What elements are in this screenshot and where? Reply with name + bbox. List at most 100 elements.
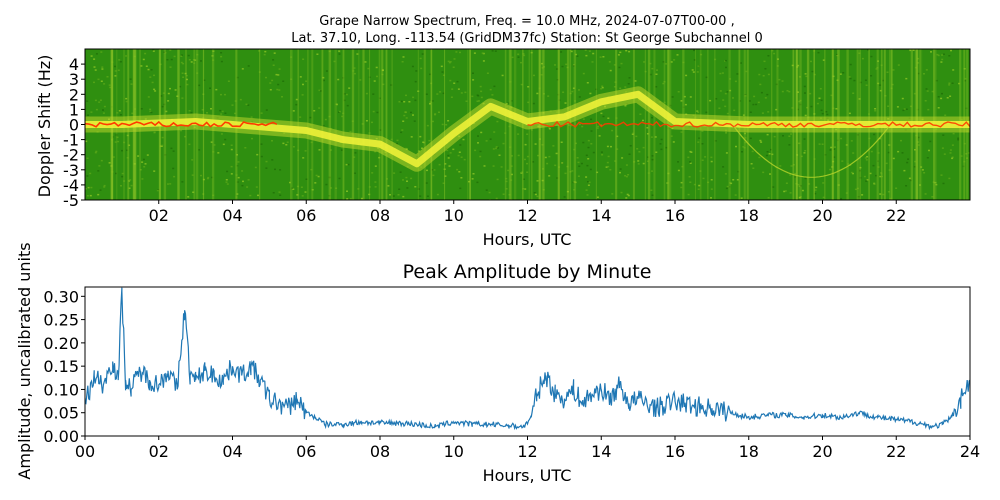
spectrogram-speckle: [260, 112, 263, 114]
spectrogram-speckle: [613, 86, 616, 88]
spectrogram-speckle: [566, 66, 569, 69]
spectrogram-speckle: [230, 148, 233, 151]
spectrogram-speckle: [868, 113, 870, 115]
spectrogram-speckle: [106, 76, 109, 78]
spectrogram-speckle: [598, 135, 601, 137]
spectrogram-speckle: [651, 116, 654, 119]
spectrogram-streak: [444, 49, 446, 200]
spectrogram-speckle: [212, 151, 215, 153]
spectrogram-speckle: [85, 140, 88, 143]
spectrogram-speckle: [619, 168, 622, 170]
spectrogram-speckle: [445, 124, 448, 126]
spectrogram-speckle: [536, 195, 539, 198]
spectrogram-speckle: [202, 93, 205, 95]
spectrogram-speckle: [804, 177, 807, 180]
spectrogram-speckle: [102, 112, 105, 114]
spectrogram-speckle: [163, 51, 166, 53]
spectrogram-speckle: [272, 64, 275, 66]
spectrogram-speckle: [460, 92, 463, 94]
spectrogram-speckle: [548, 175, 551, 177]
spectrogram-speckle: [349, 197, 352, 200]
spectrogram-speckle: [797, 183, 800, 186]
spectrogram-speckle: [569, 49, 572, 51]
spectrogram-speckle: [431, 169, 434, 171]
spectrogram-speckle: [745, 70, 748, 73]
spectrogram-speckle: [566, 165, 569, 168]
spectrogram-speckle: [577, 175, 580, 177]
amplitude-y-tick-label: 0.10: [43, 380, 79, 399]
spectrogram-speckle: [404, 111, 407, 114]
spectrogram-speckle: [220, 133, 223, 135]
spectrogram-speckle: [790, 133, 792, 135]
spectrogram-speckle: [729, 78, 732, 80]
spectrogram-speckle: [821, 143, 824, 145]
spectrogram-speckle: [722, 99, 725, 101]
spectrogram-speckle: [353, 156, 356, 158]
spectrogram-speckle: [86, 100, 89, 102]
spectrogram-speckle: [829, 149, 832, 151]
spectrogram-speckle: [459, 144, 462, 146]
spectrogram-speckle: [865, 84, 868, 86]
spectrogram-speckle: [907, 158, 910, 160]
spectrogram-speckle: [95, 53, 98, 55]
spectrogram-speckle: [701, 143, 704, 145]
spectrogram-speckle: [662, 82, 665, 85]
spectrogram-streak: [508, 49, 511, 200]
spectrogram-speckle: [739, 62, 742, 64]
spectrogram-speckle: [408, 101, 411, 103]
spectrogram-speckle: [642, 119, 644, 122]
spectrogram-speckle: [951, 82, 954, 84]
spectrogram-speckle: [357, 188, 360, 190]
spectrogram-speckle: [241, 170, 244, 172]
spectrogram-speckle: [817, 51, 820, 54]
spectrogram-speckle: [410, 136, 413, 138]
spectrogram-speckle: [794, 176, 797, 178]
spectrogram-speckle: [296, 185, 299, 188]
spectrogram-speckle: [665, 63, 668, 65]
spectrogram-speckle: [412, 96, 415, 99]
spectrogram-speckle: [941, 54, 944, 56]
spectrogram-speckle: [198, 84, 201, 87]
spectrogram-speckle: [431, 100, 434, 102]
spectrogram-speckle: [278, 191, 281, 193]
spectrogram-speckle: [957, 139, 960, 141]
spectrogram-speckle: [302, 58, 305, 60]
spectrogram-speckle: [639, 113, 642, 115]
spectrogram-speckle: [784, 190, 787, 192]
amplitude-x-tick-label: 24: [960, 442, 980, 461]
spectrogram-speckle: [870, 150, 873, 153]
spectrogram-speckle: [602, 56, 605, 58]
spectrogram-speckle: [482, 60, 485, 62]
spectrogram-speckle: [524, 143, 527, 146]
spectrogram-speckle: [864, 79, 867, 81]
spectrogram-speckle: [100, 80, 103, 82]
spectrogram-speckle: [758, 156, 761, 159]
spectrogram-speckle: [660, 138, 663, 141]
spectrogram-speckle: [873, 182, 876, 185]
spectrogram-speckle: [314, 182, 317, 184]
spectrogram-speckle: [230, 144, 233, 146]
spectrogram-speckle: [592, 151, 595, 154]
spectrogram-speckle: [153, 88, 156, 91]
spectrogram-speckle: [103, 184, 106, 187]
spectrogram-speckle: [167, 92, 170, 95]
spectrogram-speckle: [914, 149, 916, 151]
spectrogram-speckle: [522, 53, 525, 55]
spectrogram-speckle: [398, 188, 401, 190]
spectrogram-y-tick-label: -1: [63, 131, 79, 150]
spectrogram-speckle: [798, 196, 801, 199]
spectrogram-speckle: [479, 85, 482, 88]
spectrogram-speckle: [951, 157, 954, 160]
spectrogram-speckle: [305, 178, 308, 180]
spectrogram-speckle: [211, 55, 214, 57]
spectrogram-speckle: [649, 73, 652, 76]
spectrogram-speckle: [181, 97, 184, 99]
spectrogram-speckle: [376, 75, 378, 78]
spectrogram-speckle: [247, 104, 250, 106]
spectrogram-speckle: [131, 112, 134, 115]
amplitude-x-tick-label: 08: [370, 442, 390, 461]
spectrogram-speckle: [578, 89, 580, 91]
spectrogram-speckle: [822, 196, 825, 199]
spectrogram-speckle: [368, 76, 371, 78]
spectrogram-speckle: [429, 103, 431, 105]
